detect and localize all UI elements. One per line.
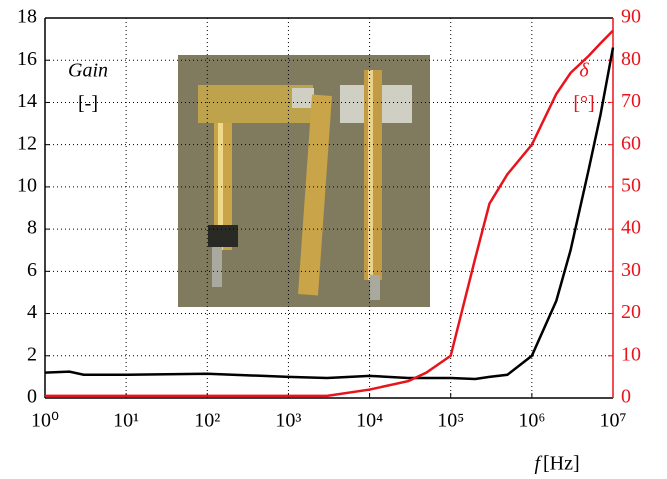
- y-axis-unit: [-]: [78, 93, 98, 115]
- x-tick-label: 10⁷: [600, 410, 627, 432]
- y2-tick-label: 50: [621, 174, 641, 196]
- x-tick-label: 10⁵: [437, 410, 464, 432]
- data-line: [45, 29, 614, 398]
- y-tick-label: 4: [27, 301, 37, 323]
- y2-tick-label: 70: [621, 90, 641, 112]
- y2-tick-label: 90: [621, 6, 641, 28]
- y-tick-label: 6: [27, 259, 37, 281]
- y-tick-label: 2: [27, 343, 37, 365]
- y-tick-label: 18: [17, 6, 37, 28]
- y2-axis-unit: [°]: [573, 93, 594, 115]
- y-axis-label: Gain: [68, 60, 108, 82]
- y-tick-label: 8: [27, 217, 37, 239]
- y-tick-label: 12: [17, 132, 37, 154]
- x-axis-unit: [Hz]: [543, 453, 580, 475]
- y2-tick-label: 10: [621, 343, 641, 365]
- y2-tick-label: 30: [621, 259, 641, 281]
- x-tick-label: 10²: [194, 410, 220, 432]
- y2-tick-label: 20: [621, 301, 641, 323]
- y-tick-label: 0: [27, 386, 37, 408]
- y2-tick-label: 40: [621, 217, 641, 239]
- x-tick-label: 10³: [275, 410, 301, 432]
- y-tick-label: 14: [17, 90, 37, 112]
- y-tick-label: 10: [17, 174, 37, 196]
- y2-tick-label: 60: [621, 132, 641, 154]
- photo-inset: [178, 55, 430, 307]
- y2-tick-label: 80: [621, 48, 641, 70]
- x-tick-label: 10⁰: [31, 410, 59, 432]
- data-line: [44, 47, 615, 381]
- x-tick-label: 10⁶: [518, 410, 545, 432]
- x-tick-label: 10¹: [113, 410, 139, 432]
- y-tick-label: 16: [17, 48, 37, 70]
- y2-tick-label: 0: [621, 386, 631, 408]
- y2-axis-label: δ: [579, 60, 589, 82]
- x-axis-label: f: [534, 453, 542, 475]
- x-tick-label: 10⁴: [356, 410, 383, 432]
